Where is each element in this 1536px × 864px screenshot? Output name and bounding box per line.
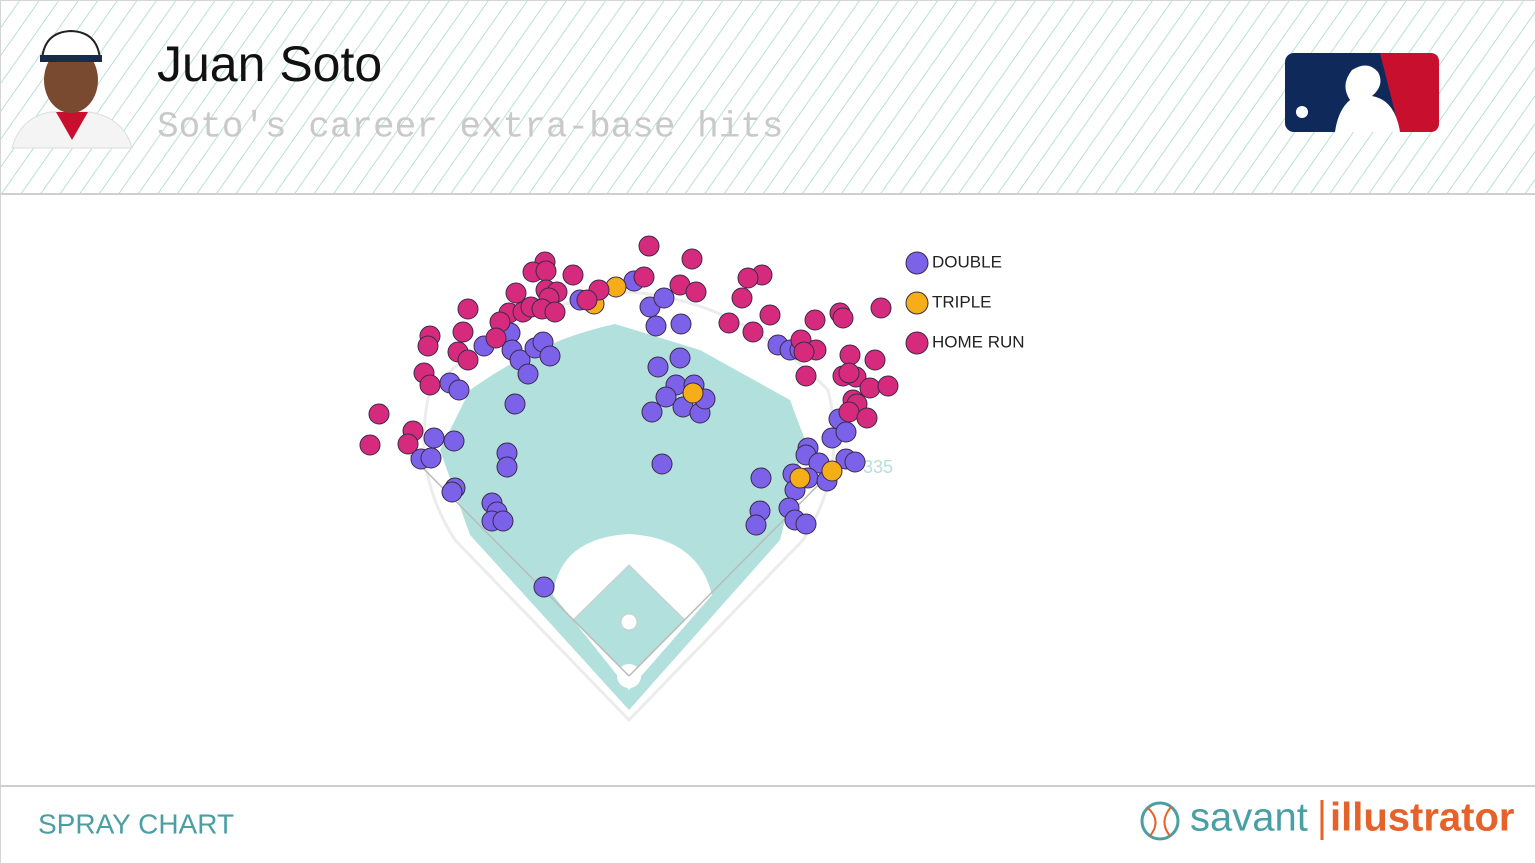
mlb-logo: [1285, 53, 1439, 132]
hit-point: [737, 267, 759, 289]
hit-point: [562, 264, 584, 286]
hit-point: [485, 327, 507, 349]
hit-point: [742, 321, 764, 343]
hit-point: [877, 375, 899, 397]
hit-point: [804, 309, 826, 331]
hit-point: [535, 260, 557, 282]
brand-illustrator: illustrator: [1330, 796, 1514, 840]
title: Juan Soto: [157, 36, 382, 92]
legend-label: TRIPLE: [932, 292, 992, 311]
hit-point: [795, 365, 817, 387]
hit-point: [359, 434, 381, 456]
points: [359, 235, 899, 598]
hit-point: [647, 356, 669, 378]
savant-logo: [1140, 800, 1324, 841]
hit-point: [793, 341, 815, 363]
hit-point: [731, 287, 753, 309]
hit-point: [789, 467, 811, 489]
hit-point: [504, 393, 526, 415]
player-photo: [11, 29, 133, 149]
legend: DOUBLE TRIPLE HOME RUN: [905, 251, 1025, 355]
hit-point: [681, 248, 703, 270]
hit-point: [417, 335, 439, 357]
hit-point: [670, 313, 692, 335]
hit-point: [443, 430, 465, 452]
hit-point: [838, 401, 860, 423]
hit-point: [844, 451, 866, 473]
hit-point: [492, 510, 514, 532]
hit-point: [795, 513, 817, 535]
hit-point: [638, 235, 660, 257]
hit-point: [420, 447, 442, 469]
field: [409, 290, 849, 723]
hit-point: [835, 421, 857, 443]
hit-point: [682, 382, 704, 404]
hit-point: [870, 297, 892, 319]
subtitle: Soto's career extra-base hits: [157, 107, 784, 148]
hit-point: [645, 315, 667, 337]
hit-point: [821, 460, 843, 482]
hit-point: [368, 403, 390, 425]
hit-point: [539, 345, 561, 367]
hit-point: [653, 287, 675, 309]
hit-point: [533, 576, 555, 598]
hit-point: [448, 379, 470, 401]
fence-distance: 335: [863, 457, 893, 477]
header-background: [0, 0, 1536, 194]
hit-point: [633, 266, 655, 288]
hit-point: [685, 281, 707, 303]
legend-label: HOME RUN: [932, 332, 1025, 351]
hit-point: [750, 467, 772, 489]
hit-point: [859, 377, 881, 399]
legend-marker: [905, 291, 929, 315]
hit-point: [576, 289, 598, 311]
hit-point: [856, 407, 878, 429]
hit-point: [838, 362, 860, 384]
hit-point: [397, 433, 419, 455]
hit-point: [419, 374, 441, 396]
hit-point: [669, 347, 691, 369]
hit-point: [864, 349, 886, 371]
hit-point: [452, 321, 474, 343]
hit-point: [651, 453, 673, 475]
hit-point: [718, 312, 740, 334]
brand-savant: savant: [1190, 796, 1308, 840]
legend-label: DOUBLE: [932, 252, 1002, 271]
hit-point: [759, 304, 781, 326]
legend-marker: [905, 331, 929, 355]
footer-label: SPRAY CHART: [38, 808, 234, 839]
hit-point: [544, 301, 566, 323]
hit-point: [517, 363, 539, 385]
hit-point: [496, 456, 518, 478]
hit-point: [839, 344, 861, 366]
hit-point: [441, 481, 463, 503]
hit-point: [745, 514, 767, 536]
hit-point: [423, 427, 445, 449]
hit-point: [505, 282, 527, 304]
hit-point: [655, 386, 677, 408]
legend-marker: [905, 251, 929, 275]
hit-point: [832, 307, 854, 329]
hit-point: [641, 401, 663, 423]
hit-point: [457, 298, 479, 320]
hit-point: [457, 349, 479, 371]
